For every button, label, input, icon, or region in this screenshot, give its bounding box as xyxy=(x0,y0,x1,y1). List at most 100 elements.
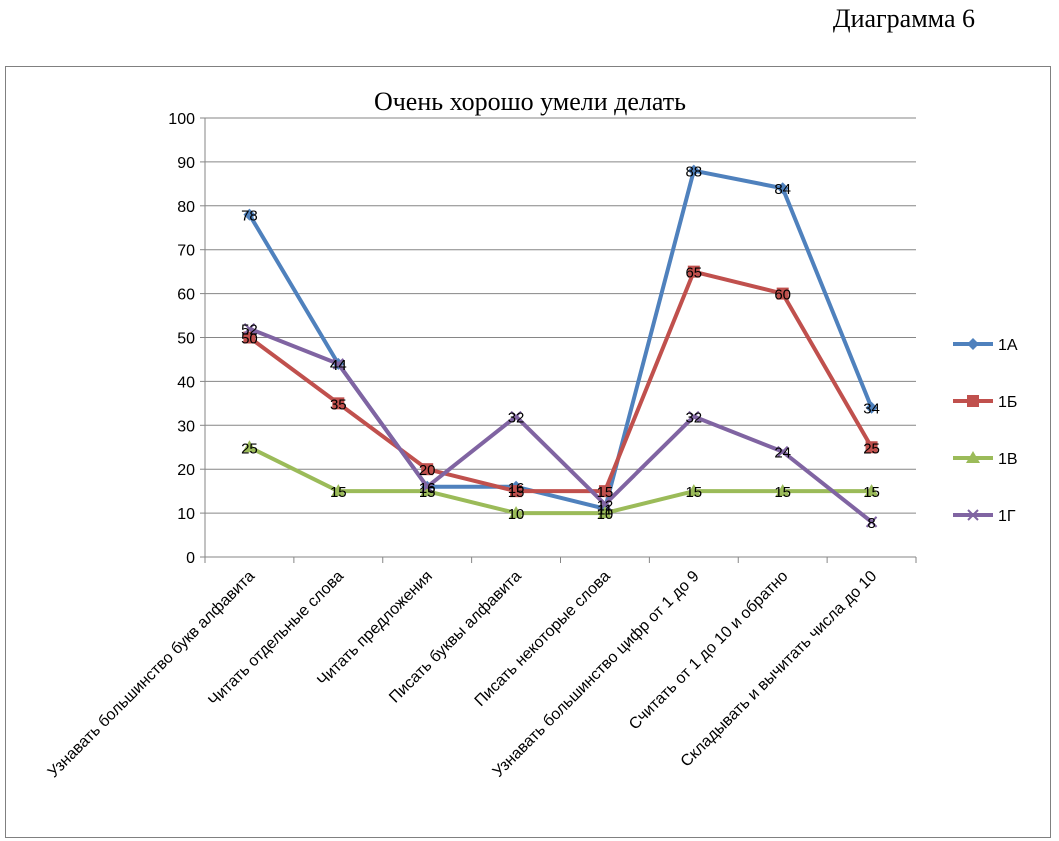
chart-frame xyxy=(5,66,1051,838)
data-point xyxy=(597,506,612,519)
data-label: 15 xyxy=(508,484,525,501)
legend-label: 1А xyxy=(998,337,1018,354)
x-tick-label: Считать от 1 до 10 и обратно xyxy=(626,568,792,734)
diagram-caption: Диаграмма 6 xyxy=(832,4,975,33)
y-tick-label: 30 xyxy=(177,418,195,435)
data-point xyxy=(967,395,979,407)
y-tick-label: 50 xyxy=(177,331,195,348)
series-line xyxy=(248,326,873,524)
data-label: 12 xyxy=(597,497,614,514)
data-point xyxy=(243,331,256,344)
data-label: 44 xyxy=(330,357,347,374)
data-point xyxy=(331,484,346,497)
data-label: 52 xyxy=(241,322,258,339)
series-line xyxy=(248,269,874,494)
series-1В xyxy=(242,440,879,519)
data-point xyxy=(243,208,256,221)
data-label: 88 xyxy=(685,164,702,181)
data-label: 32 xyxy=(508,410,525,427)
y-tick-label: 60 xyxy=(177,287,195,304)
data-point xyxy=(598,485,611,498)
data-point xyxy=(776,182,789,195)
legend-label: 1Г xyxy=(998,508,1016,525)
chart-title: Очень хорошо умели делать xyxy=(374,87,686,116)
data-label: 11 xyxy=(597,502,613,519)
data-point xyxy=(332,358,345,370)
y-axis-ticks: 0 10 20 30 40 50 60 70 80 90 100 xyxy=(168,111,205,567)
legend-label: 1Б xyxy=(998,394,1017,411)
data-label: 16 xyxy=(508,480,525,497)
data-label: 15 xyxy=(330,484,347,501)
data-point xyxy=(864,484,879,497)
y-tick-label: 90 xyxy=(177,155,195,172)
y-tick-label: 100 xyxy=(168,111,195,128)
data-point xyxy=(865,516,878,528)
y-tick-label: 70 xyxy=(177,243,195,260)
data-label: 15 xyxy=(419,484,436,501)
x-tick-label: Складывать и вычитать числа до 10 xyxy=(678,568,881,771)
data-point xyxy=(242,440,257,453)
data-labels: 78 44 16 16 11 88 84 34 50 35 20 15 15 65 60 25 25 15 15 10… xyxy=(241,164,880,532)
data-label: 24 xyxy=(774,445,791,462)
data-label: 50 xyxy=(241,331,258,348)
data-point xyxy=(687,265,700,278)
data-label: 32 xyxy=(685,410,702,427)
data-point xyxy=(421,481,433,493)
data-label: 8 xyxy=(867,515,875,532)
data-label: 15 xyxy=(774,484,791,501)
data-point xyxy=(509,506,524,519)
data-label: 78 xyxy=(241,208,258,225)
x-axis-ticks: Узнавать большинство букв алфавитаЧитать… xyxy=(45,557,917,782)
x-tick-label: Узнавать большинство цифр от 1 до 9 xyxy=(490,568,703,781)
legend: 1А 1Б 1В 1Г xyxy=(953,337,1018,525)
data-label: 35 xyxy=(330,396,347,413)
data-point xyxy=(510,410,522,423)
series-1Г xyxy=(243,323,878,528)
data-label: 65 xyxy=(685,265,702,282)
data-label: 10 xyxy=(508,506,525,523)
data-point xyxy=(966,451,980,463)
data-label: 15 xyxy=(863,484,880,501)
y-tick-label: 80 xyxy=(177,199,195,216)
data-point xyxy=(688,410,700,423)
legend-entry: 1Г xyxy=(953,508,1016,525)
y-tick-label: 20 xyxy=(177,462,195,479)
data-point xyxy=(686,484,701,497)
data-label: 25 xyxy=(863,440,880,457)
series-1Б xyxy=(243,265,878,498)
data-point xyxy=(421,463,434,476)
data-label: 25 xyxy=(241,440,258,457)
legend-entry: 1В xyxy=(953,451,1018,468)
data-point xyxy=(776,445,789,458)
data-point xyxy=(599,498,611,511)
data-label: 20 xyxy=(419,462,436,479)
data-label: 10 xyxy=(597,506,614,523)
data-point xyxy=(332,397,345,410)
data-point xyxy=(967,338,979,350)
data-point xyxy=(967,509,979,521)
x-tick-label: Узнавать большинство букв алфавита xyxy=(45,568,259,782)
data-label: 16 xyxy=(419,480,436,497)
data-label: 15 xyxy=(597,484,614,501)
data-label: 15 xyxy=(685,484,702,501)
data-point xyxy=(243,323,256,335)
gridlines xyxy=(205,117,916,514)
series-line xyxy=(248,445,872,516)
data-label: 60 xyxy=(774,287,791,304)
data-label: 44 xyxy=(330,357,347,374)
series-group xyxy=(242,164,879,528)
data-point xyxy=(687,164,700,177)
y-tick-label: 10 xyxy=(177,506,195,523)
legend-entry: 1А xyxy=(953,337,1018,354)
data-point xyxy=(775,484,790,497)
y-tick-label: 40 xyxy=(177,374,195,391)
data-point xyxy=(865,401,878,414)
data-label: 34 xyxy=(863,401,880,418)
data-label: 16 xyxy=(419,480,436,497)
data-point xyxy=(865,441,878,454)
legend-label: 1В xyxy=(998,451,1018,468)
data-label: 84 xyxy=(774,181,791,198)
data-point xyxy=(420,484,435,497)
y-tick-label: 0 xyxy=(186,550,195,567)
